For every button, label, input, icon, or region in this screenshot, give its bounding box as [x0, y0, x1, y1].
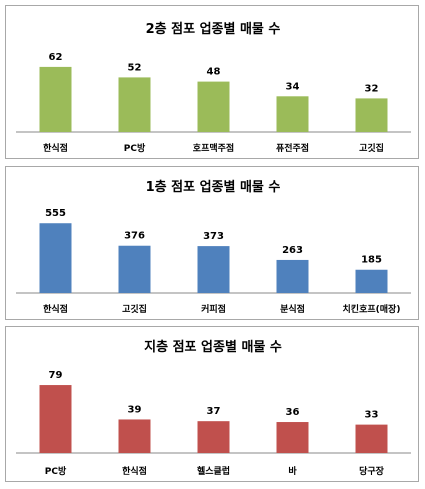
bar: [276, 259, 309, 293]
bar: [355, 269, 388, 293]
chart-2nd-floor: 2층 점포 업종별 매물 수 62 한식점 52 PC방 48 호프맥주점 34 퓨전주점 32 고…: [16, 21, 411, 154]
data-label: 48: [207, 67, 221, 78]
bar: [276, 422, 309, 453]
bar: [118, 245, 151, 293]
category-label: 한식점: [43, 142, 68, 154]
category-label: 바: [288, 465, 297, 477]
category-label: 고깃집: [359, 142, 384, 154]
data-label: 373: [203, 231, 224, 242]
data-label: 62: [49, 52, 63, 63]
bar: [39, 385, 72, 453]
chart-basement: 지층 점포 업종별 매물 수 79 PC방 39 한식점 37 헬스클럽 36 바 33 당구장: [16, 339, 411, 477]
bar: [197, 81, 230, 132]
bar: [276, 96, 309, 132]
category-label: PC방: [45, 465, 67, 477]
category-label: 퓨전주점: [276, 142, 309, 154]
bar: [197, 246, 230, 293]
chart-title: 1층 점포 업종별 매물 수: [146, 179, 281, 195]
bar: [39, 223, 72, 293]
category-label: 한식점: [122, 465, 147, 477]
chart-panel-basement: 지층 점포 업종별 매물 수 79 PC방 39 한식점 37 헬스클럽 36 바 33 당구장: [5, 326, 419, 482]
data-label: 32: [365, 83, 379, 94]
category-label: 호프맥주점: [193, 142, 234, 154]
data-label: 52: [128, 62, 142, 73]
data-label: 185: [361, 255, 382, 266]
chart-panel-2nd-floor: 2층 점포 업종별 매물 수 62 한식점 52 PC방 48 호프맥주점 34 퓨전주점 32 고…: [5, 5, 419, 159]
bar: [355, 424, 388, 453]
category-label: 헬스클럽: [197, 465, 230, 477]
chart-title: 지층 점포 업종별 매물 수: [144, 339, 282, 355]
category-label: 치킨호프(매장): [343, 303, 401, 315]
data-label: 555: [45, 208, 66, 219]
data-label: 39: [128, 404, 142, 415]
category-label: 당구장: [359, 465, 385, 477]
chart-panel-1st-floor: 1층 점포 업종별 매물 수 555 한식점 376 고깃집 373 커피점 263 분식점 18…: [5, 166, 419, 320]
bar: [39, 66, 72, 132]
category-label: PC방: [124, 142, 146, 154]
chart-title: 2층 점포 업종별 매물 수: [146, 21, 281, 37]
data-label: 33: [365, 410, 379, 421]
bar: [355, 98, 388, 132]
data-label: 79: [49, 370, 63, 381]
category-label: 커피점: [201, 303, 226, 315]
data-label: 34: [286, 81, 300, 92]
data-label: 263: [282, 245, 303, 256]
category-label: 한식점: [43, 303, 68, 315]
data-label: 376: [124, 231, 145, 242]
bar: [118, 77, 151, 132]
chart-1st-floor: 1층 점포 업종별 매물 수 555 한식점 376 고깃집 373 커피점 263 분식점 18…: [16, 179, 411, 315]
bar: [118, 419, 151, 453]
category-label: 고깃집: [122, 303, 147, 315]
data-label: 37: [207, 406, 221, 417]
category-label: 분식점: [280, 303, 305, 315]
data-label: 36: [286, 407, 300, 418]
bar: [197, 421, 230, 453]
